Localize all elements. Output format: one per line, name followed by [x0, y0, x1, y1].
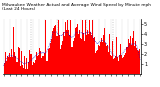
Text: Milwaukee Weather Actual and Average Wind Speed by Minute mph (Last 24 Hours): Milwaukee Weather Actual and Average Win…: [2, 3, 151, 11]
